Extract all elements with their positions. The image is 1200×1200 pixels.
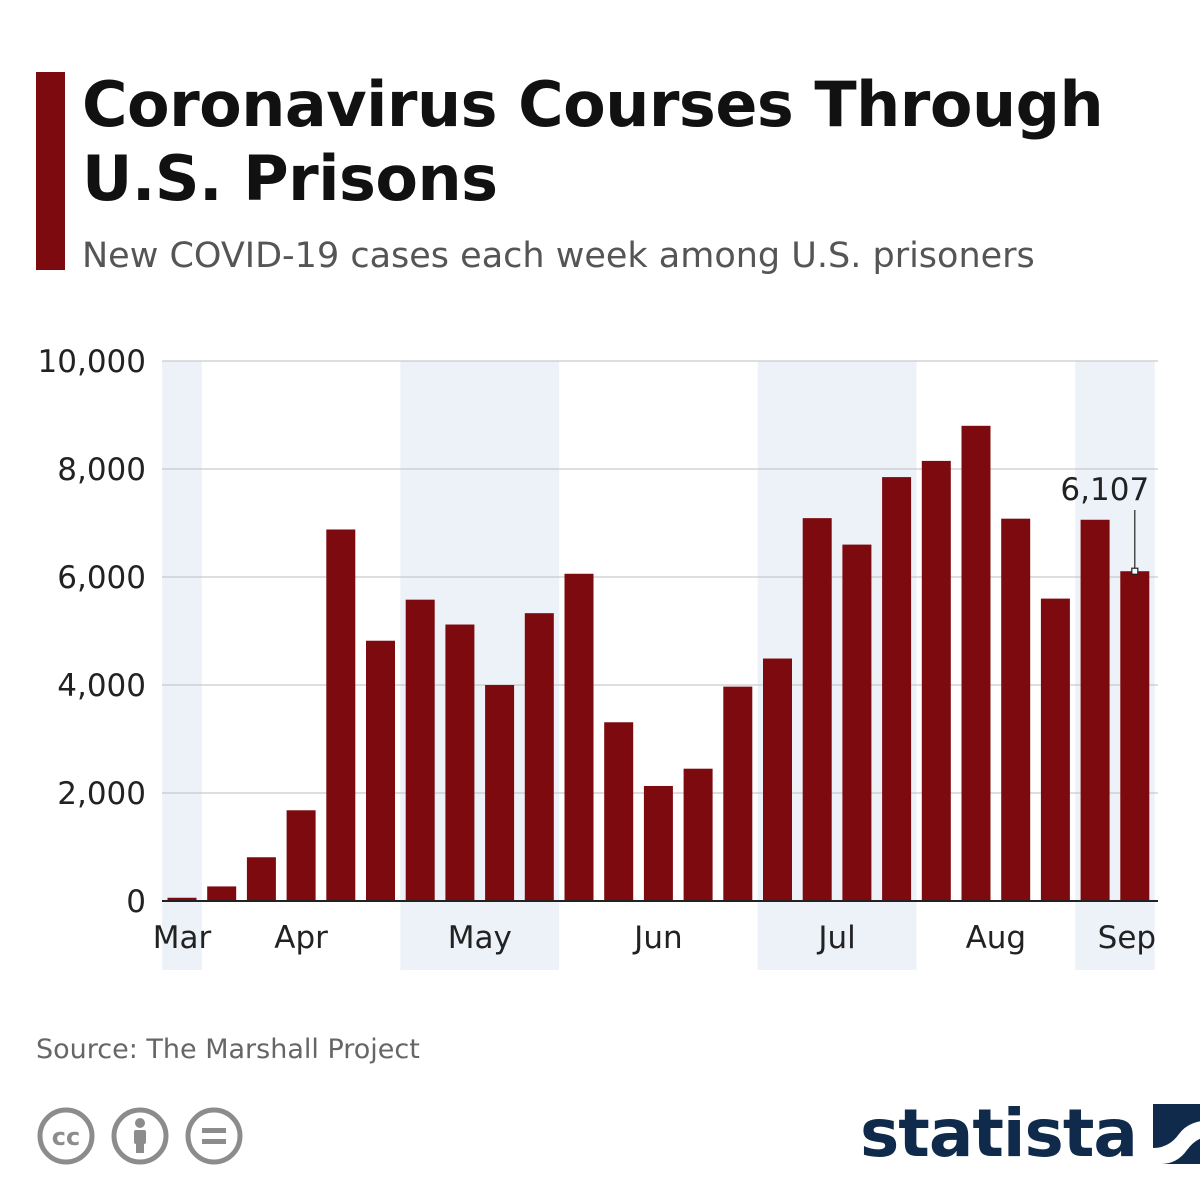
x-tick-label: Mar — [153, 920, 212, 956]
statista-logo: statista — [860, 1094, 1200, 1174]
bar — [604, 722, 634, 901]
x-tick-label: Sep — [1098, 920, 1156, 956]
license-icons: cc — [36, 1106, 244, 1166]
y-tick-label: 10,000 — [38, 344, 146, 380]
source-note: Source: The Marshall Project — [36, 1034, 420, 1065]
bar — [1040, 598, 1070, 901]
svg-text:cc: cc — [52, 1123, 80, 1151]
x-tick-label: May — [448, 920, 512, 956]
bar — [802, 518, 832, 901]
data-label: 6,107 — [1060, 472, 1149, 508]
bar — [763, 658, 792, 901]
title-accent-bar — [36, 72, 65, 270]
y-tick-label: 2,000 — [57, 776, 146, 812]
x-tick-label: Jun — [632, 920, 682, 956]
bar — [1001, 518, 1031, 901]
bar — [961, 425, 991, 901]
chart-subtitle: New COVID-19 cases each week among U.S. … — [82, 236, 1035, 276]
bar — [485, 685, 515, 901]
bar — [882, 477, 912, 901]
bar — [405, 599, 435, 901]
statista-wordmark: statista — [860, 1095, 1138, 1172]
y-tick-label: 4,000 — [57, 668, 146, 704]
bar — [167, 897, 197, 901]
creative-commons-icon: cc — [37, 1107, 95, 1165]
bar — [326, 529, 356, 901]
bar — [246, 857, 276, 901]
bar — [643, 785, 673, 901]
callout-marker — [1131, 567, 1139, 575]
bar — [286, 810, 316, 901]
bar — [1080, 519, 1110, 901]
chart-title: Coronavirus Courses Through U.S. Prisons — [82, 68, 1104, 215]
bar — [445, 624, 475, 901]
bar — [1120, 571, 1150, 901]
statista-mark-icon — [1152, 1104, 1200, 1164]
x-tick-label: Jul — [816, 920, 855, 956]
month-shade-band — [162, 361, 202, 970]
bar — [842, 544, 872, 901]
bar — [921, 460, 951, 901]
bar — [723, 686, 753, 901]
y-tick-label: 6,000 — [57, 560, 146, 596]
bar-chart: 0 2,000 4,000 6,000 8,000 10,000 Mar Apr May Jun J… — [38, 344, 1158, 970]
bar — [366, 640, 395, 901]
bar — [683, 768, 713, 901]
attribution-icon — [111, 1107, 169, 1165]
bar — [564, 573, 594, 901]
x-tick-label: Aug — [966, 920, 1027, 956]
bar — [207, 886, 237, 901]
bar — [524, 613, 554, 901]
x-tick-label: Apr — [274, 920, 328, 956]
y-tick-label: 0 — [126, 884, 146, 920]
no-derivatives-icon — [185, 1107, 243, 1165]
y-tick-label: 8,000 — [57, 452, 146, 488]
